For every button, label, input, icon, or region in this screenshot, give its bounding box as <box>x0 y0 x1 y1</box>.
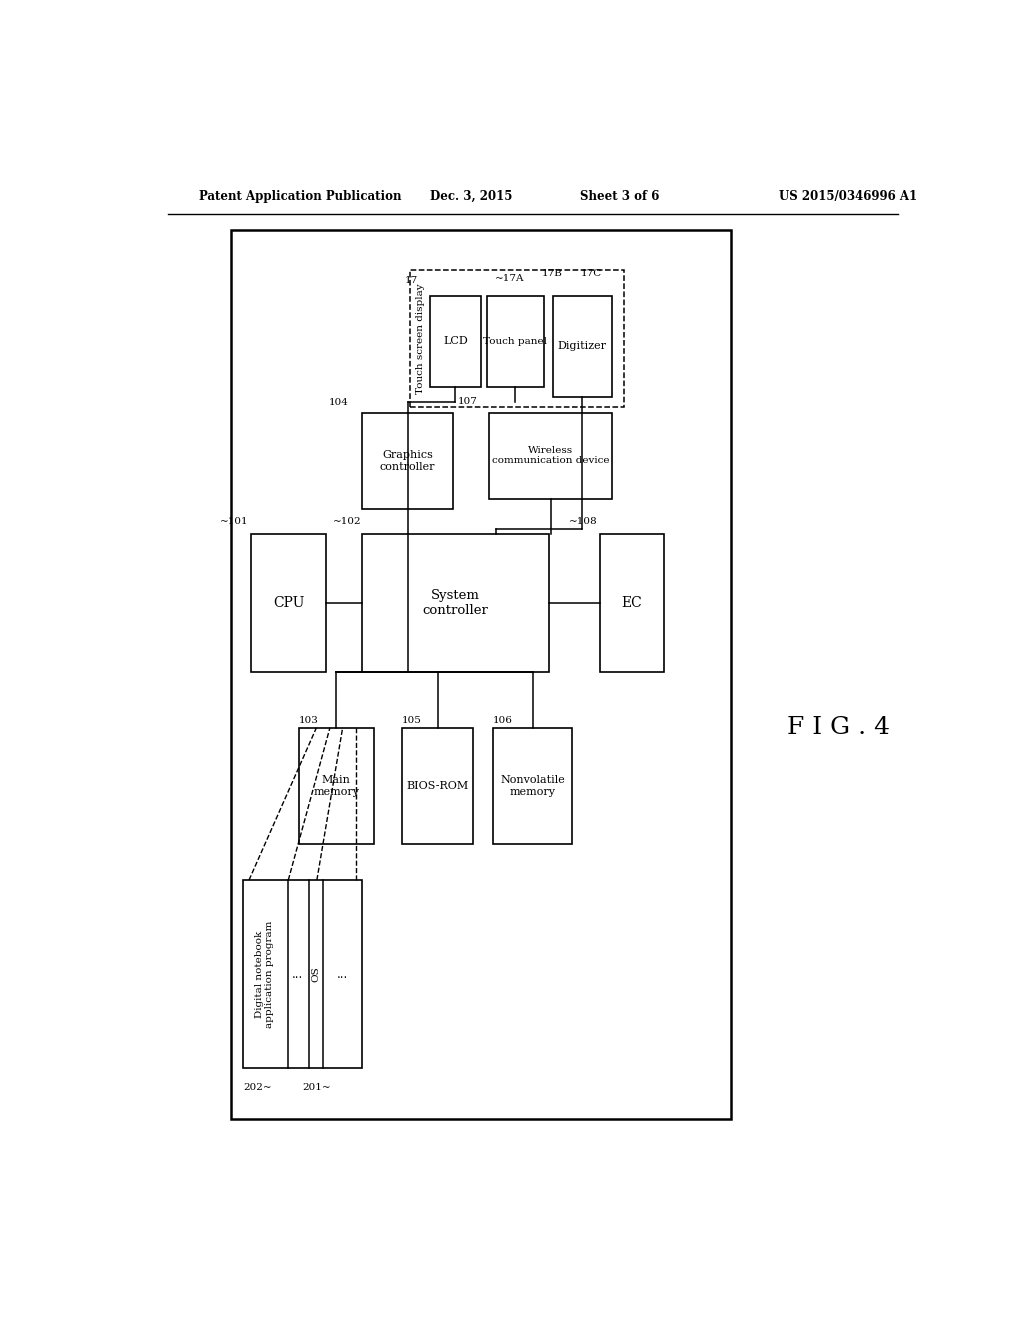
Text: ~108: ~108 <box>569 517 598 527</box>
Bar <box>299 727 374 845</box>
Text: Digitizer: Digitizer <box>558 342 607 351</box>
Text: 106: 106 <box>494 715 513 725</box>
Bar <box>494 727 572 845</box>
Bar <box>251 535 327 672</box>
Text: LCD: LCD <box>443 337 468 346</box>
Text: Touch screen display: Touch screen display <box>416 284 425 395</box>
Text: Touch panel: Touch panel <box>483 337 547 346</box>
Text: 201~: 201~ <box>303 1084 331 1093</box>
Text: 105: 105 <box>401 715 422 725</box>
Text: Nonvolatile
memory: Nonvolatile memory <box>501 775 565 797</box>
Text: System
controller: System controller <box>423 589 488 616</box>
Text: 107: 107 <box>458 397 478 407</box>
Bar <box>430 296 481 387</box>
Bar <box>600 535 664 672</box>
Text: Digital notebook
application program: Digital notebook application program <box>255 920 274 1028</box>
Text: ~101: ~101 <box>220 517 249 527</box>
Text: 104: 104 <box>329 399 348 408</box>
Text: BIOS-ROM: BIOS-ROM <box>407 781 469 791</box>
Text: 202~: 202~ <box>243 1084 271 1093</box>
Bar <box>362 412 454 510</box>
Text: Sheet 3 of 6: Sheet 3 of 6 <box>581 190 659 202</box>
Text: F I G . 4: F I G . 4 <box>786 715 890 739</box>
Bar <box>489 412 612 499</box>
Text: Dec. 3, 2015: Dec. 3, 2015 <box>430 190 512 202</box>
Text: Graphics
controller: Graphics controller <box>380 450 435 471</box>
Bar <box>362 535 549 672</box>
Text: ...: ... <box>292 968 303 981</box>
Text: 17C: 17C <box>582 269 602 279</box>
Text: ~102: ~102 <box>333 517 361 527</box>
Bar <box>401 727 473 845</box>
Text: Patent Application Publication: Patent Application Publication <box>200 190 402 202</box>
Text: ...: ... <box>337 968 348 981</box>
Bar <box>486 296 544 387</box>
Text: Wireless
communication device: Wireless communication device <box>492 446 609 466</box>
Text: Main
memory: Main memory <box>313 775 359 797</box>
Text: ~17A: ~17A <box>495 275 524 284</box>
Text: 103: 103 <box>299 715 318 725</box>
Text: EC: EC <box>622 597 642 610</box>
Bar <box>410 271 624 408</box>
Bar <box>231 230 731 1119</box>
Text: CPU: CPU <box>273 597 304 610</box>
Text: 17B: 17B <box>542 269 562 279</box>
Text: US 2015/0346996 A1: US 2015/0346996 A1 <box>778 190 916 202</box>
Text: 17: 17 <box>404 276 418 285</box>
Text: OS: OS <box>311 966 321 982</box>
Bar <box>243 880 362 1068</box>
Bar <box>553 296 612 397</box>
